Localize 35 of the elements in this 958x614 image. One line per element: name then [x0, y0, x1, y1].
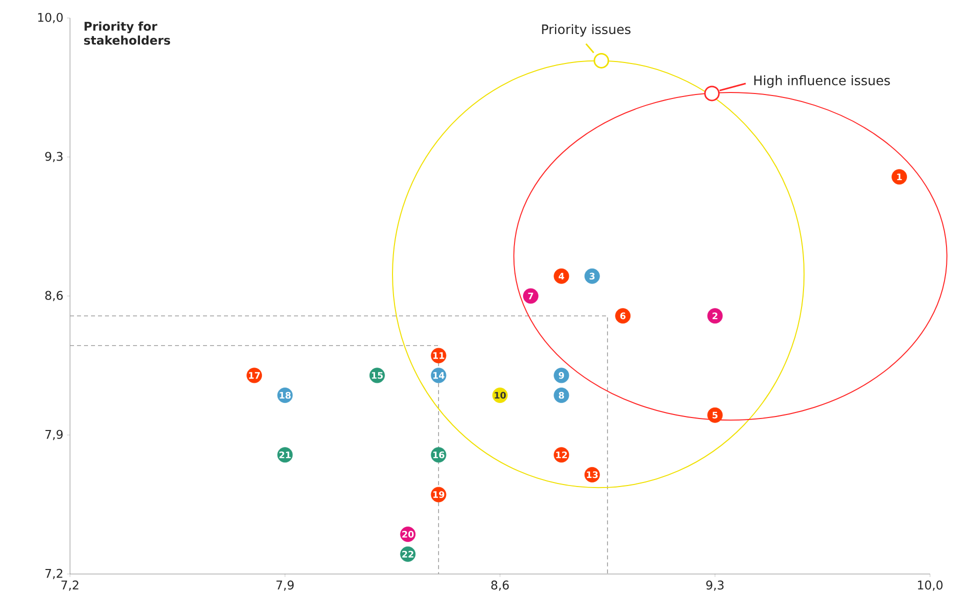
y-tick-label: 9,3 [45, 152, 63, 162]
y-tick-label: 10,0 [38, 12, 63, 24]
annotation: 18 [280, 392, 291, 399]
annotation: 4 [558, 272, 564, 280]
annotation: 9 [558, 372, 564, 379]
x-tick-label: 7,2 [61, 580, 78, 591]
annotation: 10 [494, 392, 506, 399]
annotation: 16 [433, 451, 444, 458]
x-tick-label: 7,9 [276, 580, 294, 591]
annotation: 5 [712, 412, 718, 418]
annotation: 19 [433, 491, 444, 498]
y-axis-title: Priority for stakeholders [84, 22, 170, 45]
annotation: 15 [372, 372, 383, 379]
annotation: 1 [897, 174, 902, 180]
annotation: 20 [402, 530, 414, 538]
y-tick-label: 8,6 [45, 290, 63, 302]
annotation: Priority issues [542, 24, 630, 37]
annotation: 13 [586, 471, 598, 478]
annotation: 3 [590, 272, 595, 280]
annotation: 22 [402, 550, 414, 558]
annotation: 12 [556, 452, 567, 458]
annotation: High influence issues [754, 75, 890, 88]
x-tick-label: 8,6 [491, 580, 509, 591]
annotation: 6 [620, 312, 626, 320]
annotation: 14 [433, 372, 444, 379]
annotation: 8 [558, 392, 564, 399]
annotation: 11 [433, 352, 444, 359]
annotation: 17 [249, 372, 260, 379]
x-tick-label: 9,3 [706, 580, 724, 591]
annotation: 21 [279, 452, 291, 458]
y-tick-label: 7,9 [45, 430, 63, 440]
annotation: 7 [528, 292, 534, 300]
y-tick-label: 7,2 [45, 568, 62, 580]
x-tick-label: 10,0 [918, 580, 943, 591]
annotation: 2 [712, 312, 718, 320]
